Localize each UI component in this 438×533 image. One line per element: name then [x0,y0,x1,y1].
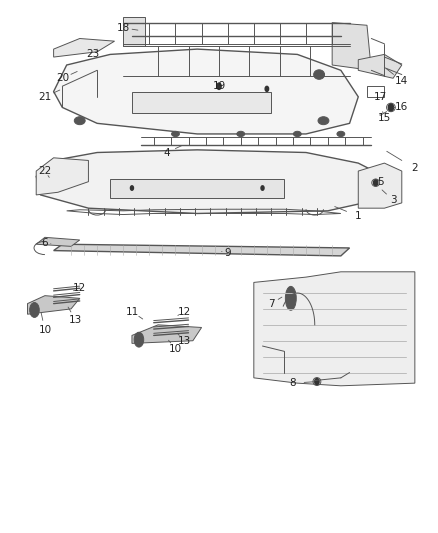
Text: 18: 18 [117,23,130,33]
Text: 14: 14 [395,76,408,86]
Polygon shape [358,54,402,78]
Text: 1: 1 [355,211,362,221]
Ellipse shape [261,186,264,190]
Text: 5: 5 [377,176,383,187]
Text: 10: 10 [169,344,182,354]
Text: 16: 16 [395,102,408,112]
Polygon shape [36,150,385,214]
Polygon shape [123,17,145,46]
Polygon shape [53,244,350,256]
Polygon shape [254,272,415,386]
Ellipse shape [217,83,221,90]
Polygon shape [110,179,284,198]
Polygon shape [132,325,201,343]
Text: 13: 13 [177,336,191,346]
Ellipse shape [389,103,393,111]
Ellipse shape [315,378,319,385]
Ellipse shape [318,117,329,125]
Ellipse shape [131,186,134,190]
Ellipse shape [74,117,85,125]
Polygon shape [332,22,371,70]
Text: 8: 8 [290,378,296,388]
Text: 2: 2 [412,164,418,173]
Text: 3: 3 [390,195,396,205]
Polygon shape [132,92,271,113]
Ellipse shape [286,286,296,310]
Text: 10: 10 [39,325,52,335]
Polygon shape [28,296,80,314]
Ellipse shape [293,131,301,136]
Ellipse shape [134,332,144,347]
Ellipse shape [172,131,180,136]
Polygon shape [53,49,358,134]
Text: 20: 20 [56,73,69,83]
Polygon shape [358,163,402,208]
Text: 12: 12 [73,282,86,293]
Text: 15: 15 [378,113,391,123]
Ellipse shape [314,70,325,79]
Ellipse shape [30,303,39,317]
Text: 13: 13 [69,314,82,325]
Text: 11: 11 [125,306,138,317]
Text: 22: 22 [38,166,52,176]
Ellipse shape [265,86,268,92]
Text: 6: 6 [42,238,48,248]
Text: 17: 17 [374,92,387,102]
Text: 12: 12 [177,306,191,317]
Ellipse shape [337,131,345,136]
Text: 4: 4 [163,148,170,158]
Polygon shape [36,158,88,195]
Ellipse shape [374,180,378,186]
Ellipse shape [237,131,245,136]
Text: 7: 7 [268,298,275,309]
Text: 19: 19 [212,81,226,91]
Polygon shape [53,38,115,57]
Text: 9: 9 [224,248,231,259]
Text: 23: 23 [86,50,99,59]
Text: 21: 21 [38,92,52,102]
Polygon shape [36,237,80,246]
